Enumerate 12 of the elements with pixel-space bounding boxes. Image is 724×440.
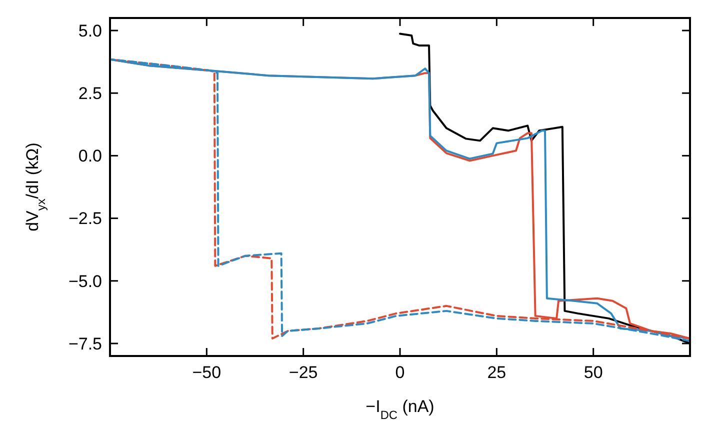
y-tick-label: −5.0 <box>68 272 102 291</box>
y-tick-label: 2.5 <box>78 84 102 104</box>
y-tick-label: 5.0 <box>78 21 102 40</box>
x-tick-label: 25 <box>487 363 506 382</box>
y-tick-label: −7.5 <box>68 334 102 354</box>
x-tick-label: 50 <box>584 363 603 382</box>
x-axis-title: −I$_{DC}$ (nA) <box>366 397 434 422</box>
x-tick-label: −50 <box>192 363 222 382</box>
x-tick-label: −25 <box>288 363 318 382</box>
x-tick-label: 0 <box>395 363 405 382</box>
y-tick-label: 0.0 <box>78 146 102 166</box>
y-tick-label: −2.5 <box>68 209 102 228</box>
